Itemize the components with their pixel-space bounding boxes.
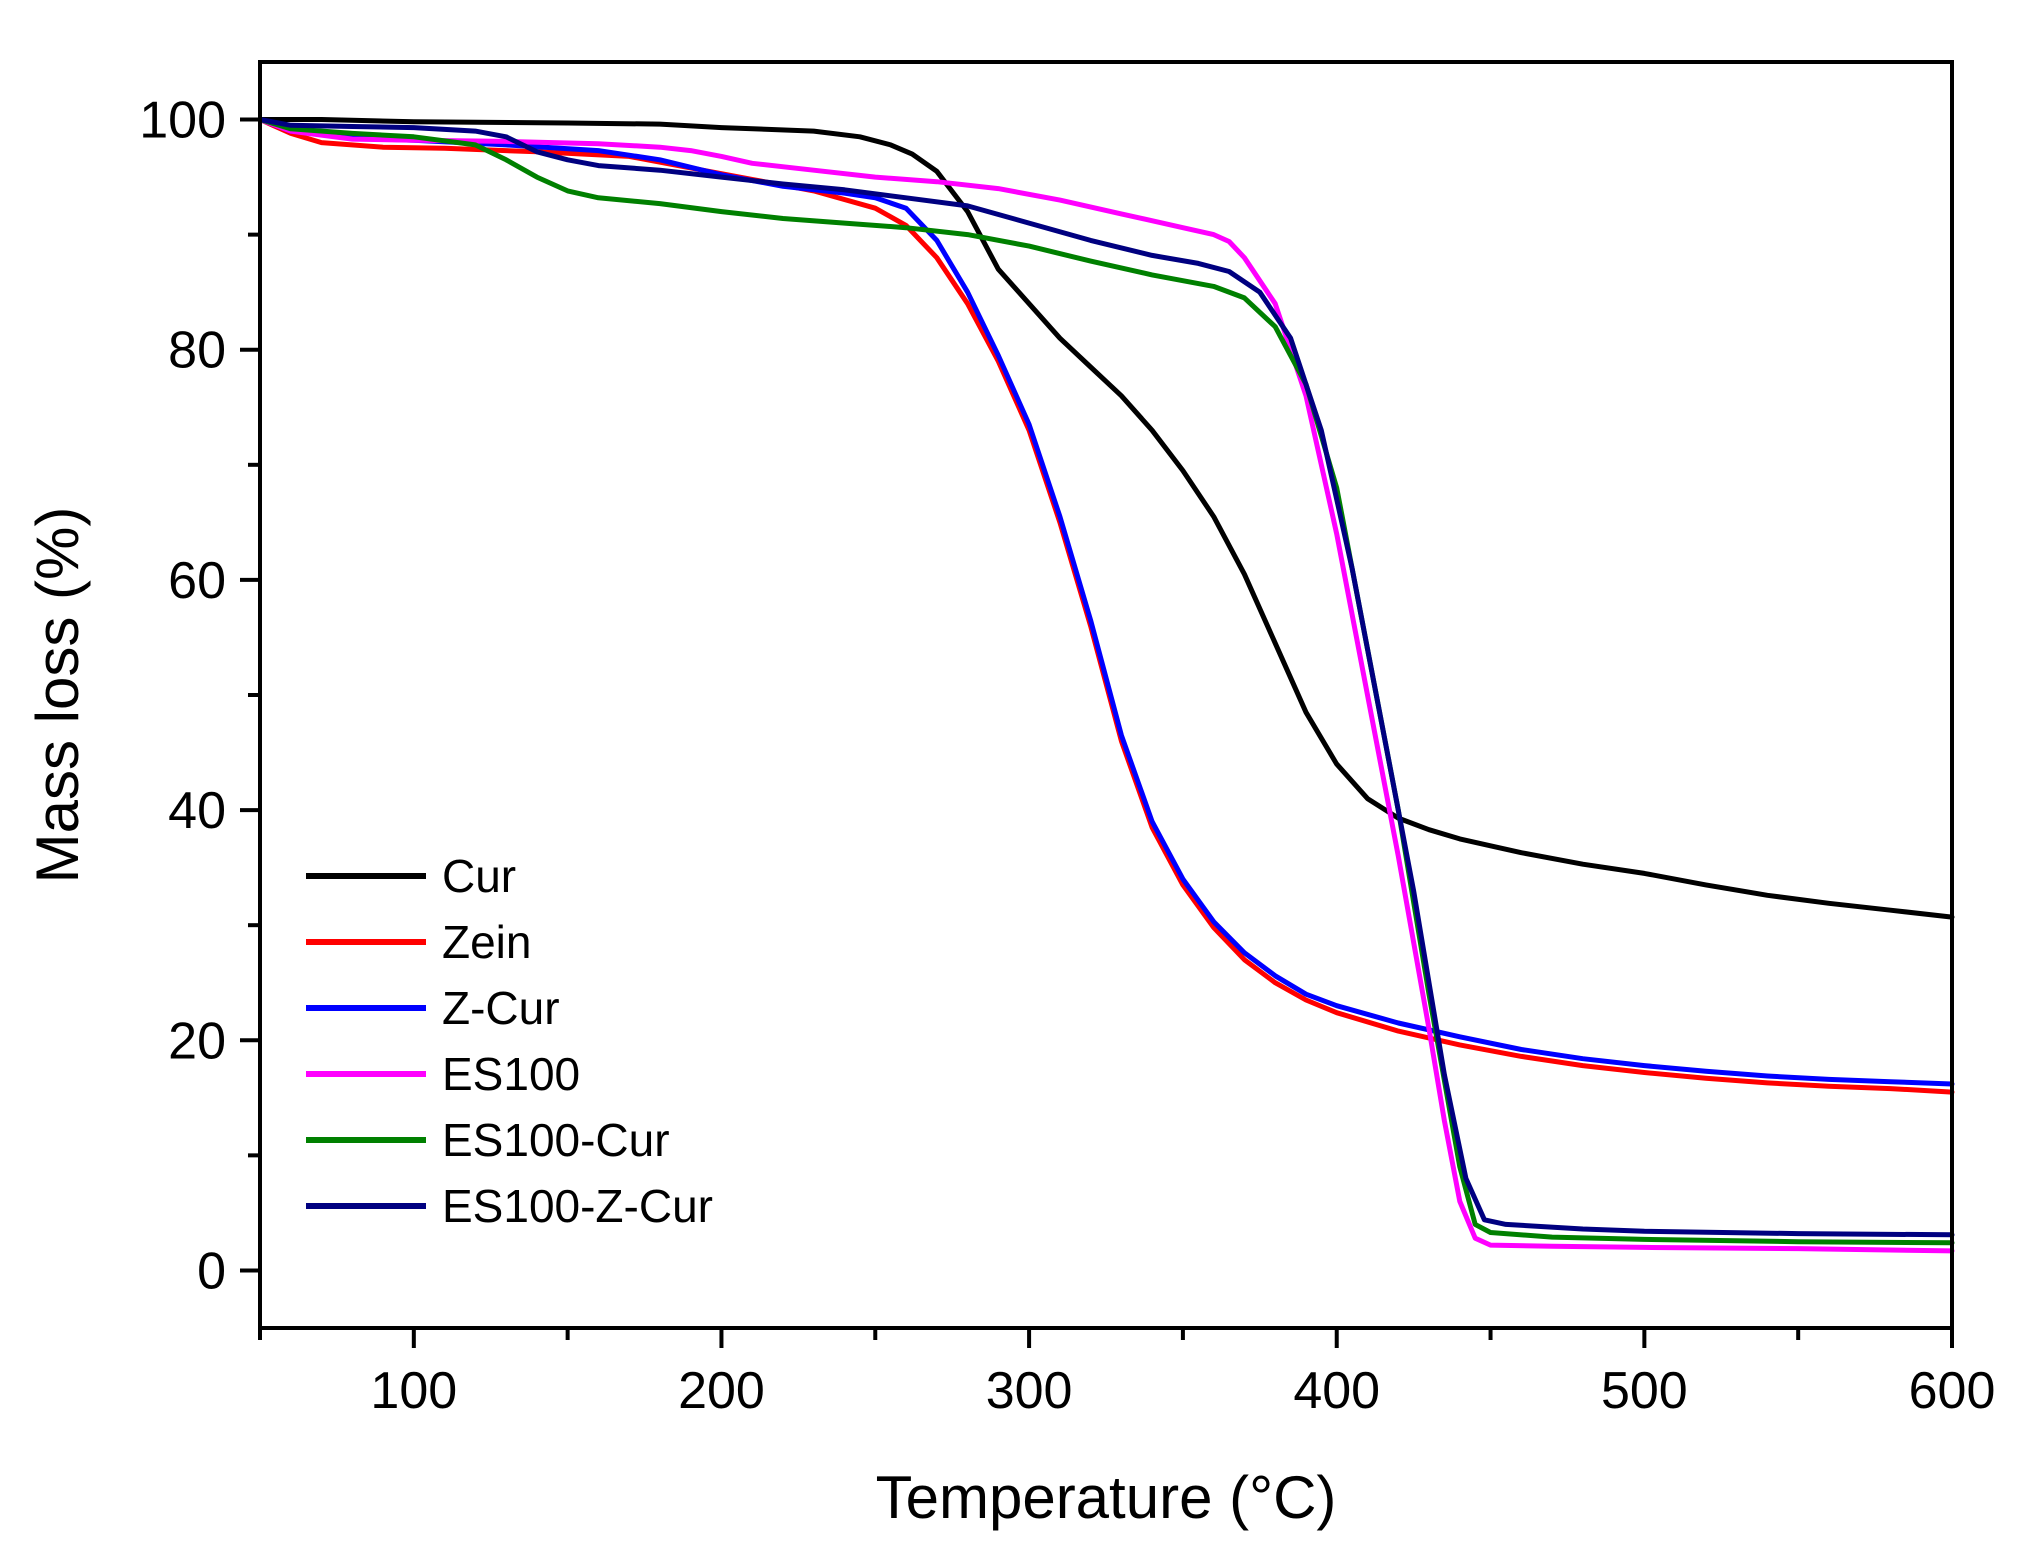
series-lines [257, 117, 1955, 1254]
y-tick-label: 80 [168, 322, 226, 380]
axis-ticks [240, 117, 1954, 1348]
legend-label-es100: ES100 [442, 1048, 580, 1100]
legend-label-z-cur: Z-Cur [442, 982, 560, 1034]
legend-label-es100-z-cur: ES100-Z-Cur [442, 1180, 713, 1232]
legend: Cur Zein Z-Cur ES100 ES100-Cur ES100-Z-Cur [306, 850, 713, 1232]
x-tick-label: 600 [1909, 1362, 1996, 1420]
y-tick-label: 20 [168, 1012, 226, 1070]
x-tick-label: 400 [1293, 1362, 1380, 1420]
y-tick-label: 100 [139, 92, 226, 150]
series-line-cur [257, 117, 1955, 920]
x-tick-label: 200 [678, 1362, 765, 1420]
series-line-es100-cur [257, 117, 1955, 1246]
y-tick-label: 60 [168, 552, 226, 610]
y-axis-title: Mass loss (%) [24, 507, 91, 884]
series-line-es100-z-cur [257, 117, 1955, 1238]
x-tick-label: 300 [986, 1362, 1073, 1420]
y-tick-label: 0 [197, 1242, 226, 1300]
x-tick-label: 500 [1601, 1362, 1688, 1420]
y-tick-label: 40 [168, 782, 226, 840]
legend-label-zein: Zein [442, 916, 531, 968]
tick-labels: 100 200 300 400 500 600 0 20 40 60 80 100 [139, 92, 1995, 1420]
legend-label-cur: Cur [442, 850, 516, 902]
series-line-es100 [257, 117, 1955, 1254]
series-line-z-cur [257, 117, 1955, 1087]
x-axis-title: Temperature (°C) [876, 1464, 1337, 1531]
legend-label-es100-cur: ES100-Cur [442, 1114, 670, 1166]
x-tick-label: 100 [370, 1362, 457, 1420]
